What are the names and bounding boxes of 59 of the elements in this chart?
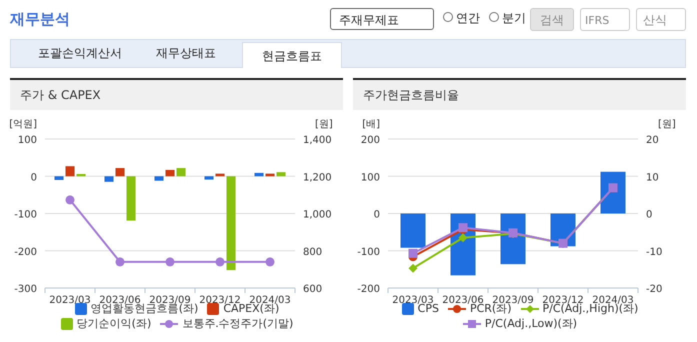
text: IFRS: [585, 14, 610, 27]
point: [408, 264, 418, 273]
bar: [104, 176, 114, 182]
y-tick-label: -100: [14, 210, 37, 220]
text: 분기: [502, 11, 526, 25]
y2-tick-label: -10: [646, 246, 662, 258]
text: 연간: [456, 11, 480, 25]
point: [408, 248, 418, 258]
y-tick-label: -300: [14, 284, 37, 295]
bar: [276, 172, 286, 176]
y2-tick-label: -20: [646, 284, 662, 295]
y-axis-title: [억원]: [9, 119, 38, 130]
text: 재무상태표: [156, 46, 216, 60]
y-tick-label: 0: [374, 210, 380, 220]
text: 산식: [643, 13, 667, 27]
text: 현금흐름표: [262, 49, 322, 63]
bar: [266, 174, 274, 176]
y2-axis-title: [원]: [658, 119, 676, 130]
bar: [54, 176, 64, 180]
bar: [254, 172, 264, 176]
y-axis-title: [배]: [362, 119, 380, 130]
text: 포괄손익계산서: [38, 46, 122, 60]
y2-tick-label: 20: [646, 135, 659, 146]
bar: [66, 166, 74, 176]
y2-tick-label: 10: [646, 172, 659, 184]
y-tick-label: 100: [360, 172, 380, 184]
bar: [176, 168, 186, 176]
chart-title: 주가현금흐름비율: [353, 80, 686, 110]
legend-label: P/C(Adj.,High)(좌): [542, 302, 638, 316]
legend-label: 당기순이익(좌): [76, 317, 152, 331]
legend-label: 영업활동현금흐름(좌): [90, 302, 198, 316]
legend-label: CAPEX(좌): [223, 302, 280, 316]
point: [458, 233, 468, 242]
y-tick-label: 100: [18, 135, 37, 146]
legend-label: 보통주.수정주가(기말): [182, 317, 294, 331]
chart-title: 주가 & CAPEX: [10, 80, 343, 110]
y2-tick-label: 1,200: [303, 172, 332, 184]
y2-tick-label: 1,400: [303, 135, 332, 146]
legend-label: PCR(좌): [470, 302, 512, 316]
bar: [166, 170, 174, 176]
y-tick-label: 200: [360, 135, 380, 146]
bar: [216, 174, 224, 176]
x-tick-label: 2023/03: [49, 295, 91, 306]
y2-tick-label: 1,000: [303, 210, 332, 220]
text: 주재무제표: [339, 13, 399, 27]
y-tick-label: 0: [30, 172, 37, 184]
y2-tick-label: 800: [303, 246, 322, 258]
y-tick-label: -200: [357, 284, 380, 295]
text: 검색: [540, 13, 564, 27]
bar: [126, 176, 136, 221]
bar: [226, 176, 236, 270]
text: 재무분석: [10, 10, 70, 29]
legend-label: P/C(Adj.,Low)(좌): [484, 317, 578, 331]
bar: [116, 168, 124, 176]
y2-tick-label: 0: [646, 210, 652, 220]
y2-tick-label: 600: [303, 284, 322, 295]
y-tick-label: -100: [357, 246, 380, 258]
y2-axis-title: [원]: [315, 119, 333, 130]
y-tick-label: -200: [14, 246, 37, 258]
